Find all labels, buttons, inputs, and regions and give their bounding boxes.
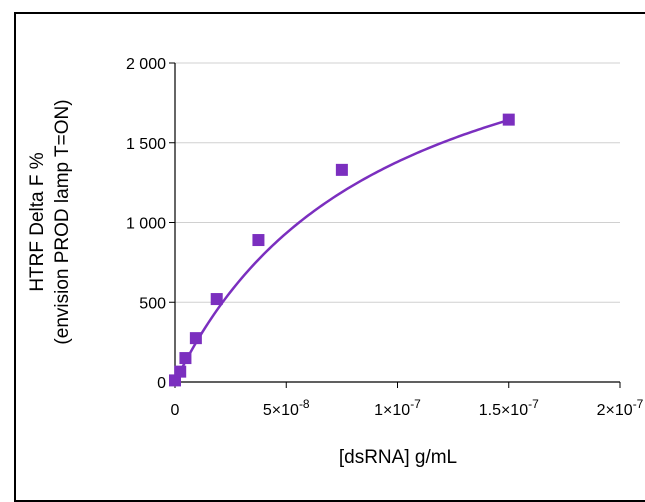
grid-lines (175, 62, 620, 303)
data-point-7 (502, 113, 515, 126)
x-tick-label-3: 1.5×10-7 (479, 397, 539, 419)
y-tick-label-3: 1 500 (126, 136, 166, 153)
data-point-6 (335, 163, 348, 176)
y-axis-title-line2-text: (envision PROD lamp T=ON) (52, 99, 73, 344)
x-tick-label-4: 2×10-7 (597, 397, 644, 419)
x-tick-label-2: 1×10-7 (374, 397, 421, 419)
y-axis-title: HTRF Delta F % (27, 152, 48, 291)
axes (169, 62, 621, 388)
fit-curve (173, 118, 510, 383)
x-tick-label-0: 0 (171, 402, 180, 419)
x-axis-title: [dsRNA] g/mL (339, 447, 457, 468)
data-point-5 (252, 234, 265, 247)
x-tick-label-1: 5×10-8 (263, 397, 310, 419)
y-axis-title-line1: HTRF Delta F % (27, 152, 48, 291)
data-point-1 (174, 365, 187, 378)
tick-labels: 0 500 1 000 1 500 2 000 0 5×10-8 1×10-7 1.5×10-7… (126, 56, 644, 419)
y-tick-label-0: 0 (157, 375, 166, 392)
data-points (169, 113, 515, 387)
y-tick-label-2: 1 000 (126, 216, 166, 233)
y-tick-label-4: 2 000 (126, 56, 166, 73)
data-point-3 (189, 332, 202, 345)
data-point-2 (179, 352, 192, 365)
y-tick-label-1: 500 (139, 295, 166, 312)
chart: 0 500 1 000 1 500 2 000 0 5×10-8 1×10-7 1.5×10-7… (27, 56, 644, 468)
y-axis-title-line2: (envision PROD lamp T=ON) (52, 99, 73, 344)
chart-frame (14, 12, 645, 502)
data-point-4 (210, 293, 223, 306)
